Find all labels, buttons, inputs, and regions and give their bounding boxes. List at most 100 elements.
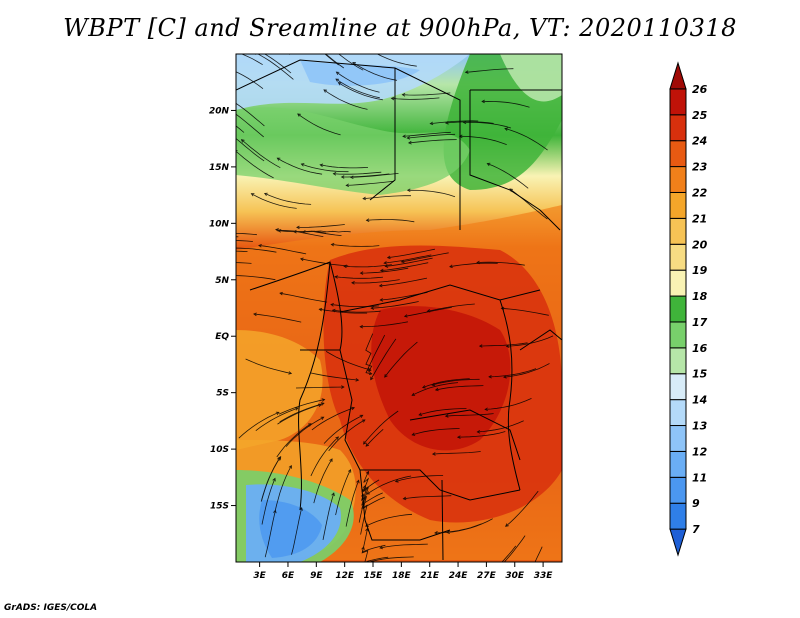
streamline-arrow <box>431 452 436 456</box>
colorbar-swatch <box>669 61 687 90</box>
streamline <box>334 276 383 279</box>
colorbar-label: 25 <box>692 109 708 122</box>
streamline-arrow <box>236 150 238 153</box>
colorbar-label: 16 <box>692 342 708 355</box>
streamline-arrow <box>434 387 439 392</box>
streamline-arrow <box>279 291 283 296</box>
streamline <box>457 431 506 438</box>
colorbar-label: 23 <box>692 161 708 174</box>
streamline-arrow <box>401 93 406 97</box>
lon-tick-label: 9E <box>310 571 323 581</box>
streamline <box>236 250 248 252</box>
streamline-arrow <box>372 51 375 54</box>
colorbar-label: 11 <box>692 471 707 484</box>
streamline <box>387 248 435 259</box>
streamline <box>236 262 252 264</box>
colorbar-swatch <box>669 114 687 142</box>
streamline-arrow <box>360 493 365 498</box>
streamline <box>361 486 383 506</box>
colorbar-swatch <box>669 528 687 557</box>
streamline <box>435 385 484 391</box>
streamline <box>236 240 253 242</box>
streamline-arrow <box>277 456 282 460</box>
streamline-arrow <box>367 367 371 371</box>
streamline <box>360 267 409 274</box>
streamline-arrow <box>434 531 438 535</box>
colorbar-swatch <box>669 140 687 168</box>
streamline-arrow <box>384 374 388 378</box>
colorbar-swatch <box>669 476 687 504</box>
streamline <box>325 351 371 371</box>
streamline-arrow <box>444 120 449 125</box>
streamline <box>255 407 299 432</box>
streamline-arrow <box>359 271 364 275</box>
streamline-arrow <box>370 376 374 381</box>
streamline-arrow <box>330 303 334 307</box>
streamline <box>459 135 507 145</box>
streamline <box>275 229 324 237</box>
streamline-arrow <box>488 374 492 379</box>
streamline <box>300 258 349 267</box>
colorbar-swatch <box>669 425 687 452</box>
grads-credit: GrADS: IGES/COLA <box>4 603 98 613</box>
streamline-arrow <box>300 163 305 167</box>
colorbar-swatch <box>669 373 687 401</box>
streamline <box>445 413 494 417</box>
streamline <box>385 257 433 267</box>
streamline-arrow <box>359 324 364 329</box>
streamline <box>301 163 349 173</box>
streamline <box>335 78 380 99</box>
colorbar-swatch <box>669 321 687 349</box>
streamline-arrow <box>306 38 309 41</box>
streamline-arrow <box>407 140 412 145</box>
streamline-arrow <box>191 239 194 242</box>
streamline <box>504 128 548 151</box>
streamline-arrow <box>318 403 323 407</box>
streamline-arrow <box>301 35 304 38</box>
streamline-arrow <box>422 385 426 389</box>
streamline-arrow <box>294 407 299 411</box>
streamline-arrow <box>383 261 388 265</box>
colorbar-swatch <box>669 450 687 478</box>
streamline-arrow <box>476 429 481 434</box>
colorbar-label: 9 <box>692 497 700 510</box>
colorbar-label: 24 <box>692 135 707 148</box>
streamline <box>324 54 339 66</box>
streamline <box>395 475 444 482</box>
streamline-arrow <box>345 183 350 188</box>
streamline-arrow <box>323 89 328 93</box>
streamline <box>411 382 459 396</box>
colorbar: 7 9 11 12 13 14 15 16 17 18 19 20 21 22 23 24 25 26 <box>669 61 708 557</box>
colorbar-swatch <box>669 88 687 116</box>
streamline <box>366 219 415 223</box>
streamline <box>476 261 525 266</box>
lat-tick-label: 15S <box>210 502 229 512</box>
streamline <box>236 125 245 133</box>
streamline <box>236 137 265 162</box>
streamline <box>412 428 460 436</box>
streamline <box>323 89 368 110</box>
streamline-arrow <box>370 306 375 310</box>
streamline-arrow <box>253 312 257 317</box>
streamline <box>380 262 429 271</box>
streamline <box>363 195 411 200</box>
streamline-arrow <box>426 308 431 313</box>
streamline-arrow <box>359 414 364 419</box>
streamline-arrow <box>227 131 230 134</box>
streamline-arrow <box>335 436 340 440</box>
streamline-arrow <box>320 416 325 421</box>
streamline-arrow <box>456 435 461 439</box>
streamline <box>240 54 263 66</box>
streamline <box>350 173 399 178</box>
streamline <box>403 495 452 500</box>
streamline <box>360 321 408 328</box>
streamline <box>236 275 276 281</box>
streamline-arrow <box>277 456 281 461</box>
streamline-arrow <box>263 192 268 197</box>
streamline <box>236 71 264 90</box>
streamline <box>341 173 390 178</box>
streamline <box>422 378 470 388</box>
streamline <box>367 556 414 562</box>
streamline <box>257 54 294 80</box>
